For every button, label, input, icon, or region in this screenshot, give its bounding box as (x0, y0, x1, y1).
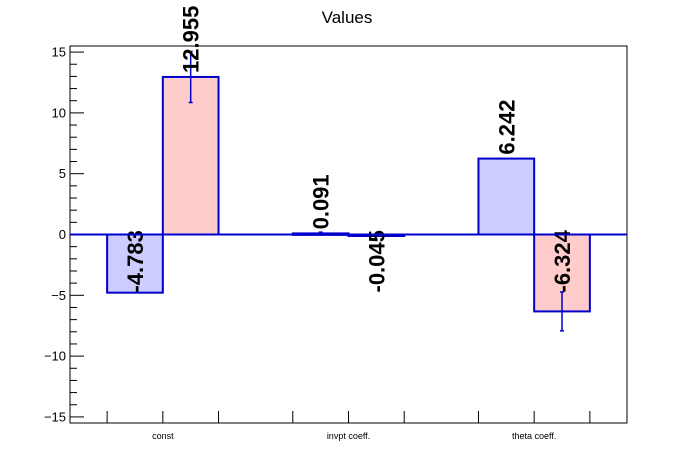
data-label: 0.091 (309, 174, 334, 229)
x-category-label: invpt coeff. (327, 431, 370, 441)
y-tick-label: 5 (59, 166, 66, 181)
bar (477, 157, 536, 236)
chart-title: Values (322, 8, 373, 27)
data-label: 12.955 (179, 6, 204, 73)
data-label: -6.324 (550, 229, 575, 292)
data-label: -0.045 (364, 230, 389, 292)
x-category-label: theta coeff. (512, 431, 556, 441)
y-tick-label: −10 (44, 349, 66, 364)
y-tick-label: −15 (44, 409, 66, 424)
data-label: 6.242 (494, 100, 519, 155)
plot-area: −15 −10 −5 0 5 10 15 const invpt coeff. theta coe… (44, 6, 628, 441)
data-label: -4.783 (123, 230, 148, 292)
y-tick-label: 15 (52, 45, 66, 60)
y-tick-label: 10 (52, 105, 66, 120)
y-tick-label: −5 (51, 288, 66, 303)
x-category-label: const (152, 431, 174, 441)
y-tick-label: 0 (59, 227, 66, 242)
